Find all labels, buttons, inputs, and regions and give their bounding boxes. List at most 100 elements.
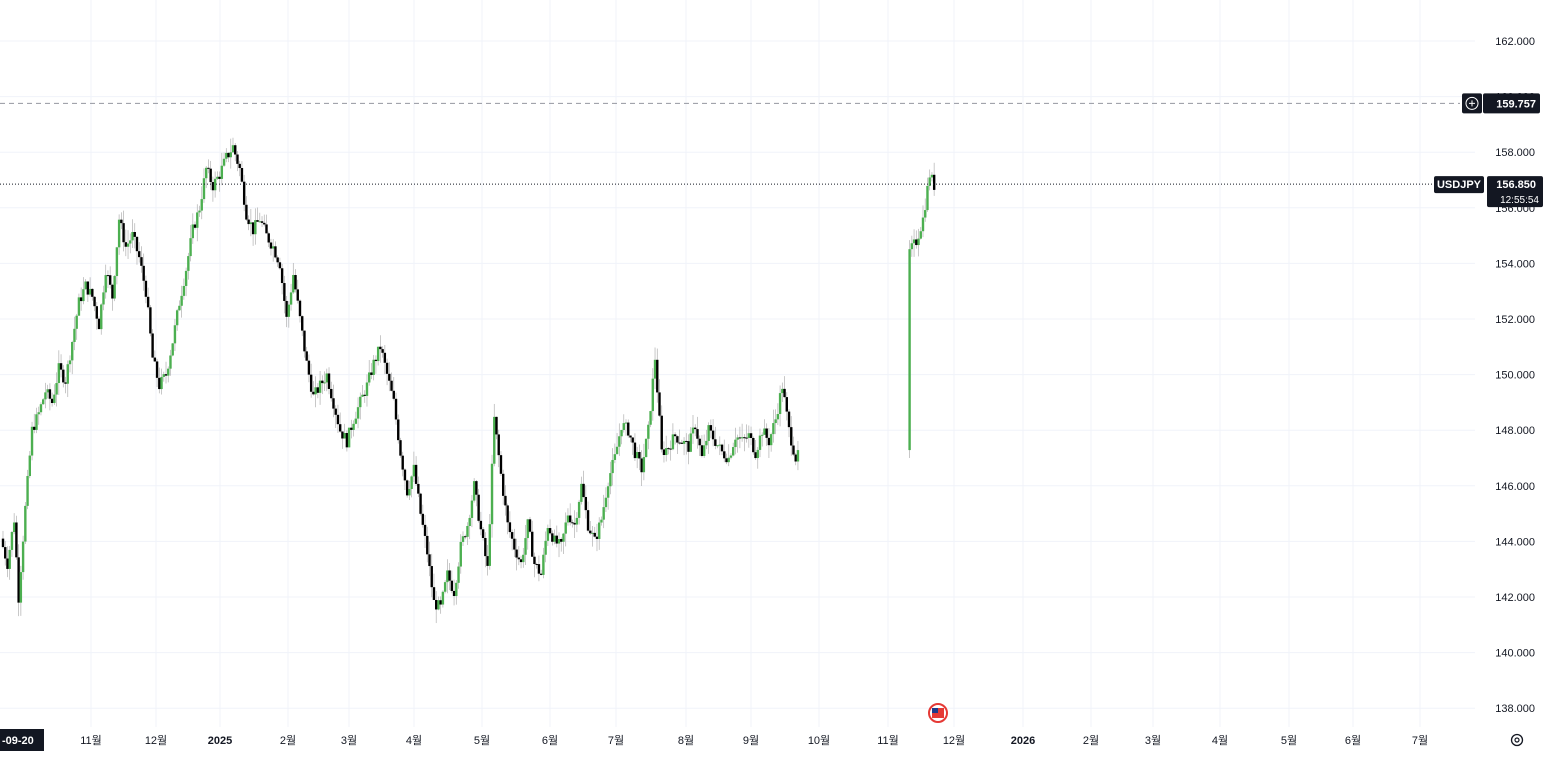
candle <box>278 257 282 270</box>
x-tick-label: 5월 <box>474 734 490 747</box>
candle-body <box>173 325 177 344</box>
candle <box>656 348 659 403</box>
candle-body <box>312 391 315 395</box>
candle-body <box>37 412 40 415</box>
candle-body <box>767 437 771 446</box>
candle-body <box>662 449 666 456</box>
candle <box>517 546 521 566</box>
candle-body <box>26 476 29 506</box>
candle-body <box>575 517 579 525</box>
candle-body <box>535 564 538 566</box>
candle-body <box>79 297 83 302</box>
candle <box>510 529 514 551</box>
y-tick-label: 150.000 <box>1495 370 1535 382</box>
candle-body <box>426 535 429 555</box>
candle-body <box>772 423 775 435</box>
candle-body <box>245 204 248 220</box>
candle-body <box>794 454 797 462</box>
time-axis[interactable]: 11월 12월 2025 2월 3월 4월 5월 6월 7월 8월 9월 10월 11월 12월 2026 2… <box>0 703 1524 751</box>
x-tick-label: 6월 <box>542 734 558 747</box>
candle-body <box>205 167 208 179</box>
candle <box>392 377 395 401</box>
candle-body <box>694 427 697 430</box>
candle-body <box>754 452 757 459</box>
candle <box>781 382 784 402</box>
candle-body <box>627 422 630 436</box>
us-flag-event-icon[interactable] <box>928 703 948 723</box>
candle-body <box>12 522 16 533</box>
candle-body <box>140 257 143 266</box>
candle <box>280 263 284 295</box>
countdown-label: 12:55:54 <box>1500 195 1539 206</box>
candle-body <box>908 249 911 451</box>
alert-price-tag[interactable] <box>1483 93 1540 114</box>
candle <box>774 409 777 435</box>
candle-body <box>35 414 38 430</box>
candle-body <box>769 434 773 446</box>
candle <box>82 277 85 305</box>
candle <box>352 420 355 437</box>
candle-body <box>296 289 299 301</box>
candle <box>932 162 936 196</box>
candle <box>68 355 72 373</box>
candle <box>91 288 94 301</box>
candle-body <box>102 292 105 305</box>
candle <box>276 255 279 267</box>
candle <box>140 246 143 273</box>
candle-body <box>700 445 704 456</box>
candle-body <box>752 438 755 453</box>
candle-body <box>687 441 690 452</box>
candle-body <box>698 438 701 446</box>
candle-body <box>441 591 445 605</box>
candle-body <box>557 538 561 544</box>
add-alert-plus-icon[interactable] <box>1462 93 1482 114</box>
candle <box>767 427 771 459</box>
candle-body <box>526 519 529 539</box>
candle <box>84 279 87 290</box>
candle <box>618 423 621 456</box>
candle <box>41 398 45 405</box>
candle-body <box>548 528 552 534</box>
candle <box>631 437 634 455</box>
candle <box>356 397 360 429</box>
candle-body <box>6 558 9 569</box>
candle-body <box>450 580 454 591</box>
candle-body <box>316 387 320 393</box>
candle <box>604 487 608 512</box>
candle <box>472 478 476 503</box>
settings-gear-icon[interactable] <box>1510 733 1524 747</box>
candle-body <box>584 496 588 511</box>
candle <box>247 215 250 231</box>
candle-body <box>167 368 170 376</box>
candle-body <box>479 520 483 530</box>
candle <box>738 426 742 449</box>
candle-body <box>792 445 795 455</box>
candle <box>193 221 197 230</box>
candle-body <box>48 389 52 399</box>
candle-body <box>278 262 282 269</box>
candle <box>338 412 342 433</box>
candle <box>457 562 460 589</box>
candle <box>533 552 536 578</box>
candle-body <box>17 557 20 603</box>
candle-body <box>184 270 188 286</box>
candle <box>709 419 713 439</box>
candle-body <box>298 300 302 317</box>
candle-body <box>113 276 116 299</box>
x-tick-label: 2026 <box>1011 735 1035 747</box>
candle <box>211 176 215 202</box>
price-axis[interactable]: 162.000160.000158.000156.000154.000152.0… <box>1495 36 1535 715</box>
candle <box>175 308 179 331</box>
candle <box>459 534 462 574</box>
candle <box>207 159 210 174</box>
candle-body <box>82 289 85 302</box>
candle-body <box>604 497 608 508</box>
candle-body <box>19 572 23 603</box>
candle-body <box>327 373 331 389</box>
candle <box>48 383 52 411</box>
candle-body <box>765 428 768 438</box>
candle <box>477 488 480 523</box>
current-price-tag <box>1487 176 1543 208</box>
